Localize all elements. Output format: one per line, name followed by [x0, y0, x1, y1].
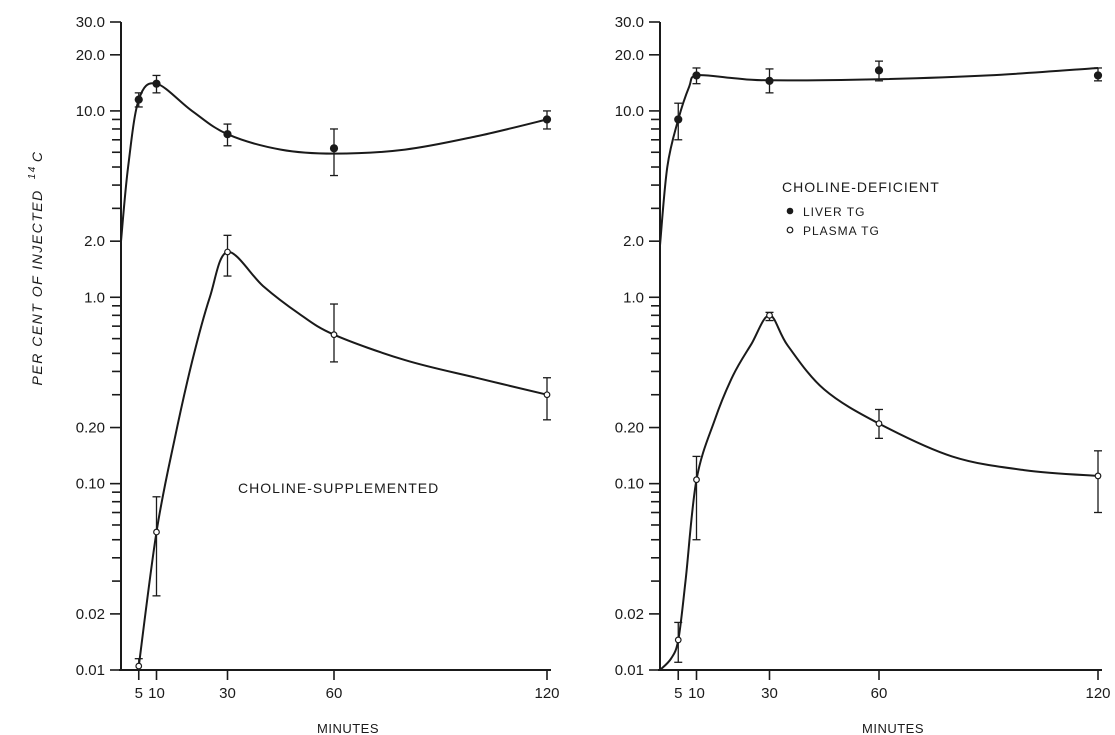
x-tick-label: 60 [871, 685, 888, 702]
series-plasma-tg [134, 234, 551, 671]
data-point-filled [542, 115, 552, 124]
data-point-filled [674, 115, 683, 124]
series-line [659, 67, 1099, 246]
y-tick-label: 0.02 [76, 606, 105, 623]
data-point-open [693, 476, 700, 484]
y-tick-label: 1.0 [84, 289, 105, 306]
y-axis-title-element: C [29, 151, 45, 163]
data-point-filled [329, 144, 339, 153]
y-axis-title-text: PER CENT OF INJECTED [29, 189, 45, 385]
x-tick-label: 10 [148, 685, 165, 702]
data-point-open [330, 331, 338, 339]
x-tick-label: 30 [219, 685, 236, 702]
data-point-filled [152, 79, 161, 88]
series-liver-tg [120, 74, 552, 242]
series-liver-tg [659, 60, 1103, 246]
data-point-filled [874, 66, 884, 75]
data-point-filled [134, 95, 143, 104]
data-point-open [766, 311, 773, 319]
x-tick-label: 5 [135, 685, 143, 702]
y-tick-label: 30.0 [76, 14, 105, 31]
y-tick-label: 0.01 [76, 662, 105, 679]
y-tick-label: 2.0 [84, 233, 105, 250]
data-point-filled [1093, 71, 1103, 80]
x-axis-title: MINUTES [317, 721, 379, 735]
data-point-open [153, 528, 160, 536]
panel-annotation: CHOLINE-DEFICIENT [782, 179, 940, 195]
y-tick-label: 0.01 [615, 662, 644, 679]
x-tick-label: 60 [326, 685, 343, 702]
y-tick-label: 20.0 [76, 47, 105, 64]
y-tick-label: 0.20 [615, 420, 644, 437]
data-point-open [1094, 472, 1102, 480]
y-tick-label: 2.0 [623, 233, 644, 250]
y-tick-label: 20.0 [615, 47, 644, 64]
y-tick-label: 1.0 [623, 289, 644, 306]
data-point-filled [765, 76, 774, 85]
data-point-open [875, 420, 883, 427]
series-plasma-tg [659, 311, 1102, 671]
panel-annotation: CHOLINE-SUPPLEMENTED [238, 480, 439, 496]
series-line [659, 314, 1099, 671]
series-line [137, 251, 548, 667]
data-point-open [674, 636, 682, 644]
y-axis-title: PER CENT OF INJECTED 14 C [27, 151, 45, 386]
x-tick-label: 120 [1085, 685, 1110, 702]
x-tick-label: 10 [688, 685, 705, 702]
y-tick-label: 0.20 [76, 420, 105, 437]
legend-marker-filled [786, 207, 794, 215]
y-axis-title-superscript: 14 [27, 165, 38, 179]
x-tick-label: 30 [761, 685, 778, 702]
x-tick-label: 5 [674, 685, 682, 702]
legend: LIVER TG PLASMA TG [786, 205, 880, 238]
data-point-filled [692, 71, 701, 80]
data-point-filled [223, 130, 232, 139]
y-tick-label: 0.02 [615, 606, 644, 623]
legend-label: LIVER TG [803, 205, 865, 219]
y-tick-label: 30.0 [615, 14, 644, 31]
y-tick-label: 10.0 [615, 103, 644, 120]
data-point-open [543, 391, 551, 399]
y-tick-label: 10.0 [76, 103, 105, 120]
x-tick-label: 120 [534, 685, 559, 702]
y-tick-label: 0.10 [76, 476, 105, 493]
legend-label: PLASMA TG [803, 224, 880, 238]
legend-marker-open [786, 226, 794, 234]
chart-panel-2: 0.01 0.02 0.10 0.20 1.0 2.0 10.0 20.0 30.0 5 10 30 6… [615, 14, 1111, 735]
data-point-open [135, 662, 143, 670]
data-point-open [224, 248, 231, 256]
y-tick-label: 0.10 [615, 476, 644, 493]
x-axis-title: MINUTES [862, 721, 924, 735]
chart-panel-1: 0.01 0.02 0.10 0.20 1.0 2.0 10.0 20.0 30.0 5 10 30 6… [76, 14, 560, 735]
